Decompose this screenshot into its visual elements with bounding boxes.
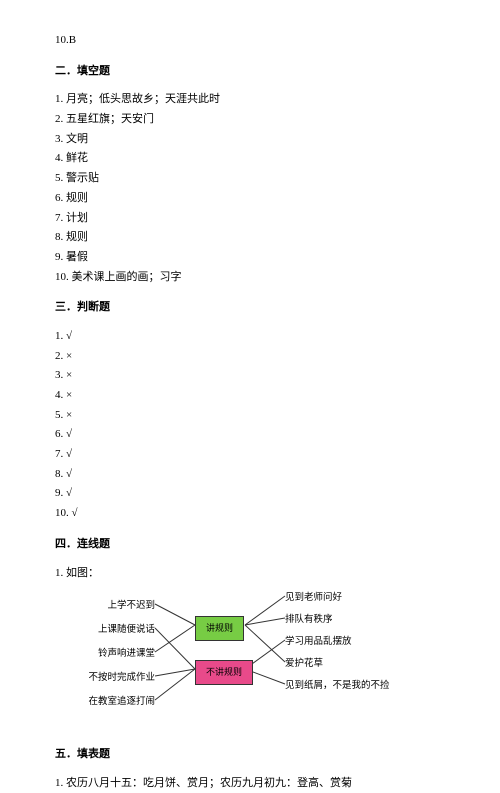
left-item: 在教室追逐打闹: [55, 694, 155, 710]
fill-item: 1. 月亮；低头思故乡；天涯共此时: [55, 90, 445, 109]
fill-item: 4. 鲜花: [55, 149, 445, 168]
judge-item: 7. √: [55, 445, 445, 464]
right-item: 排队有秩序: [285, 612, 435, 628]
judge-item: 3. ×: [55, 366, 445, 385]
right-item: 见到纸屑，不是我的不捡: [285, 678, 435, 694]
section5-answer: 1. 农历八月十五：吃月饼、赏月；农历九月初九：登高、赏菊: [55, 774, 445, 793]
judge-item: 1. √: [55, 327, 445, 346]
fill-item: 3. 文明: [55, 130, 445, 149]
center-box: 不讲规则: [195, 660, 253, 685]
fill-item: 2. 五星红旗；天安门: [55, 110, 445, 129]
section2-title: 二．填空题: [55, 62, 445, 81]
section4-title: 四．连线题: [55, 535, 445, 554]
right-item: 爱护花草: [285, 656, 435, 672]
left-item: 不按时完成作业: [55, 670, 155, 686]
left-item: 上学不迟到: [55, 598, 155, 614]
left-item: 上课随便说话: [55, 622, 155, 638]
fill-item: 9. 暑假: [55, 248, 445, 267]
section5-title: 五．填表题: [55, 745, 445, 764]
left-item: 铃声响进课堂: [55, 646, 155, 662]
fill-item: 8. 规则: [55, 228, 445, 247]
section3-title: 三．判断题: [55, 298, 445, 317]
fill-item: 5. 警示贴: [55, 169, 445, 188]
center-box: 讲规则: [195, 616, 244, 641]
judge-item: 2. ×: [55, 347, 445, 366]
matching-diagram: 上学不迟到上课随便说话铃声响进课堂不按时完成作业在教室追逐打闹见到老师问好排队有…: [55, 590, 415, 730]
judge-item: 4. ×: [55, 386, 445, 405]
right-item: 见到老师问好: [285, 590, 435, 606]
fill-item: 6. 规则: [55, 189, 445, 208]
judge-item: 8. √: [55, 465, 445, 484]
top-answer-val: B: [69, 34, 76, 46]
judge-item: 10. √: [55, 504, 445, 523]
right-item: 学习用品乱摆放: [285, 634, 435, 650]
judge-item: 5. ×: [55, 406, 445, 425]
judge-item: 6. √: [55, 425, 445, 444]
section4-intro: 1. 如图：: [55, 564, 445, 583]
fill-item: 10. 美术课上画的画；习字: [55, 268, 445, 287]
judge-item: 9. √: [55, 484, 445, 503]
fill-item: 7. 计划: [55, 209, 445, 228]
top-answer-num: 10.: [55, 34, 69, 46]
top-answer-line: 10.B: [55, 31, 445, 50]
